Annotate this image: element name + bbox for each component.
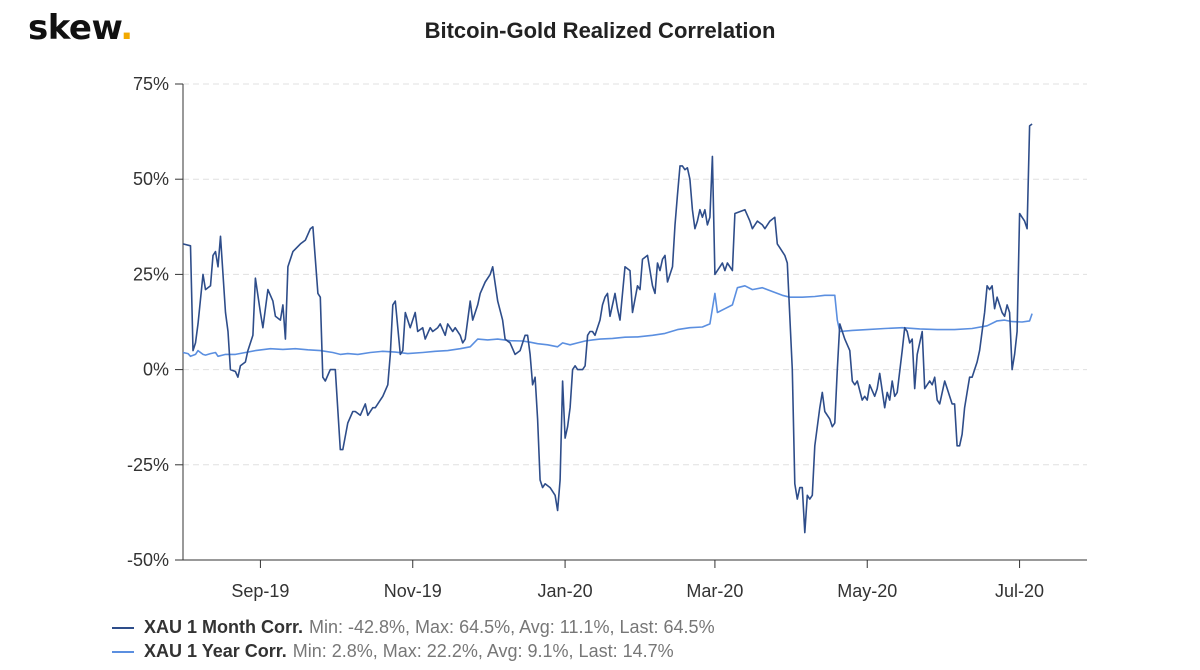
x-tick-label: Nov-19 — [384, 581, 442, 601]
series-line-1-month — [182, 123, 1033, 534]
x-tick-label: May-20 — [837, 581, 897, 601]
series-line-1-year — [182, 284, 1033, 358]
x-tick-label: Sep-19 — [231, 581, 289, 601]
legend-swatch-1m — [112, 626, 134, 629]
legend-stats-1m: Min: -42.8%, Max: 64.5%, Avg: 11.1%, Las… — [309, 617, 715, 637]
skew-logo: skew. — [28, 8, 133, 48]
legend-item-1m[interactable]: XAU 1 Month Corr. Min: -42.8%, Max: 64.5… — [112, 617, 715, 638]
y-tick-label: -25% — [127, 455, 169, 475]
x-tick-label: Jan-20 — [538, 581, 593, 601]
y-tick-label: 50% — [133, 169, 169, 189]
legend-name-1y: XAU 1 Year Corr. — [144, 641, 287, 661]
legend-item-1y[interactable]: XAU 1 Year Corr. Min: 2.8%, Max: 22.2%, … — [112, 641, 674, 662]
grid-lines — [183, 83, 1087, 466]
logo-dot: . — [120, 8, 133, 48]
series-lines — [182, 123, 1033, 534]
y-tick-label: 0% — [143, 360, 169, 380]
y-tick-label: 75% — [133, 74, 169, 94]
x-tick-label: Jul-20 — [995, 581, 1044, 601]
legend-stats-1y: Min: 2.8%, Max: 22.2%, Avg: 9.1%, Last: … — [292, 641, 674, 661]
chart-title: Bitcoin-Gold Realized Correlation — [424, 18, 776, 43]
y-tick-label: 25% — [133, 264, 169, 284]
logo-text: skew — [28, 8, 121, 48]
x-tick-label: Mar-20 — [686, 581, 743, 601]
y-tick-label: -50% — [127, 550, 169, 570]
y-axis: -50% -25% 0% 25% 50% 75% — [127, 74, 184, 570]
x-axis: Sep-19 Nov-19 Jan-20 Mar-20 May-20 Jul-20 — [183, 559, 1087, 601]
legend-swatch-1y — [112, 650, 134, 653]
legend-name-1m: XAU 1 Month Corr. — [144, 617, 304, 637]
